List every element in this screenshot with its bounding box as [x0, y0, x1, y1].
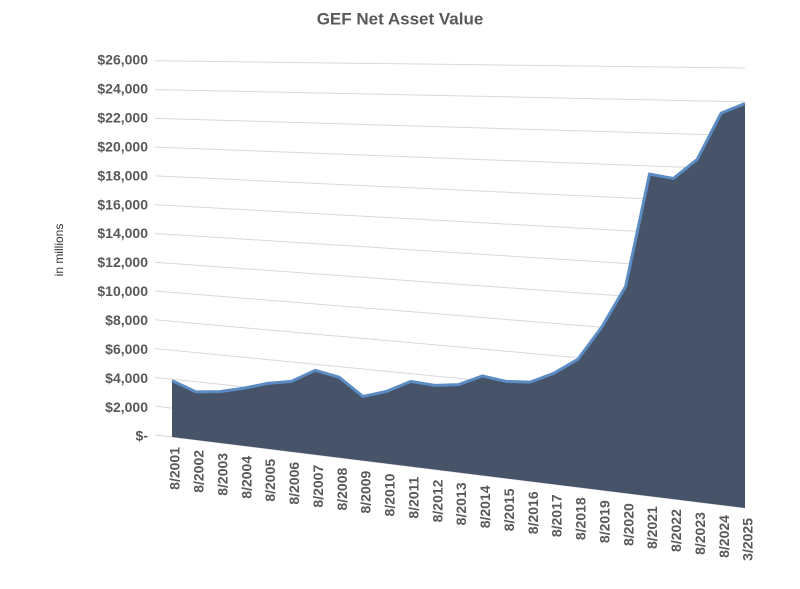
x-tick-label: 8/2011	[405, 476, 421, 518]
y-axis-label: in millions	[52, 224, 66, 277]
area-edge	[171, 102, 746, 399]
x-tick-label: 8/2019	[596, 500, 612, 543]
grid-line	[154, 117, 746, 137]
x-tick-label: 8/2004	[238, 456, 254, 499]
grid-line	[154, 146, 746, 171]
x-tick-label: 8/2009	[358, 470, 374, 513]
grid-line	[154, 89, 746, 103]
x-tick-label: 8/2021	[644, 506, 660, 549]
chart-title: GEF Net Asset Value	[317, 9, 484, 28]
x-tick-label: 8/2024	[716, 515, 732, 558]
x-tick-label: 8/2002	[191, 450, 207, 493]
y-tick-label: $20,000	[97, 138, 148, 154]
y-tick-label: $4,000	[105, 370, 148, 386]
x-tick-label: 8/2017	[549, 494, 565, 537]
y-tick-label: $16,000	[97, 196, 148, 212]
x-tick-label: 8/2010	[382, 473, 398, 516]
x-tick-label: 8/2016	[525, 491, 541, 534]
y-tick-label: $2,000	[105, 399, 148, 415]
y-tick-label: $-	[136, 428, 149, 444]
x-tick-label: 8/2008	[334, 468, 350, 511]
y-tick-label: $22,000	[97, 110, 148, 126]
y-tick-label: $6,000	[105, 341, 148, 357]
y-tick-label: $12,000	[97, 254, 148, 270]
y-tick-label: $18,000	[97, 167, 148, 183]
x-tick-label: 8/2003	[214, 453, 230, 496]
y-tick-label: $8,000	[105, 312, 148, 328]
x-tick-label: 8/2005	[262, 459, 278, 502]
x-tick-label: 8/2023	[692, 512, 708, 555]
x-tick-label: 8/2012	[429, 479, 445, 522]
y-tick-label: $10,000	[97, 283, 148, 299]
x-tick-label: 8/2015	[501, 488, 517, 531]
x-tick-label: 8/2020	[620, 503, 636, 546]
x-tick-label: 8/2007	[310, 465, 326, 508]
x-tick-label: 8/2001	[167, 447, 183, 490]
grid-line	[154, 60, 746, 69]
x-tick-label: 8/2018	[573, 497, 589, 540]
y-tick-label: $14,000	[97, 225, 148, 241]
x-tick-label: 3/2025	[740, 518, 756, 561]
x-tick-label: 8/2013	[453, 482, 469, 525]
y-tick-label: $26,000	[97, 52, 148, 68]
x-tick-label: 8/2022	[668, 509, 684, 552]
area	[172, 103, 745, 509]
x-tick-label: 8/2014	[477, 485, 493, 528]
y-tick-label: $24,000	[97, 81, 148, 97]
x-tick-label: 8/2006	[286, 462, 302, 505]
